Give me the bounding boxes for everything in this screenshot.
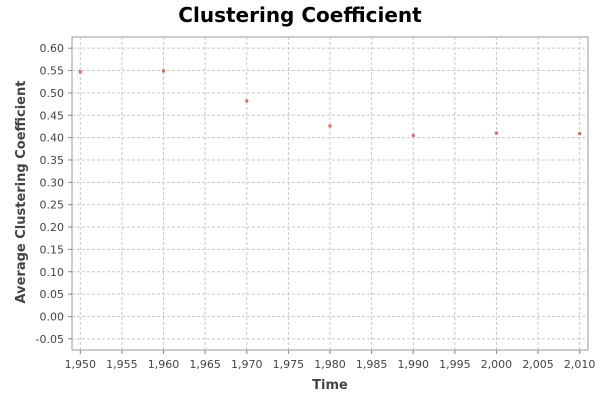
- x-tick-label: 1,970: [231, 358, 263, 371]
- data-point: [162, 69, 166, 73]
- x-tick-label: 1,985: [356, 358, 388, 371]
- y-tick-label: 0.00: [40, 310, 65, 323]
- y-tick-label: 0.25: [40, 199, 65, 212]
- x-tick-label: 1,990: [397, 358, 429, 371]
- y-tick-label: 0.15: [40, 243, 65, 256]
- data-points: [78, 69, 582, 137]
- x-tick-label: 1,960: [148, 358, 180, 371]
- x-tick-label: 1,965: [189, 358, 221, 371]
- x-tick-label: 2,010: [564, 358, 596, 371]
- y-tick-label: 0.40: [40, 132, 65, 145]
- y-tick-label: 0.05: [40, 288, 65, 301]
- y-tick-label: 0.55: [40, 65, 65, 78]
- x-tick-label: 2,000: [481, 358, 513, 371]
- y-tick-label: 0.30: [40, 176, 65, 189]
- data-point: [78, 70, 82, 74]
- data-point: [411, 133, 415, 137]
- y-tick-label: 0.35: [40, 154, 65, 167]
- y-tick-label: 0.50: [40, 87, 65, 100]
- chart-title: Clustering Coefficient: [178, 3, 422, 27]
- x-tick-label: 1,995: [439, 358, 471, 371]
- x-axis-label: Time: [312, 378, 348, 393]
- x-tick-label: 1,955: [106, 358, 138, 371]
- axis-ticks: 1,950 1,955 1,960 1,965 1,970 1,975 1,980 1,985…: [36, 42, 596, 371]
- data-point: [245, 99, 249, 103]
- data-point: [578, 132, 582, 136]
- y-axis-label: Average Clustering Coefficient: [14, 81, 29, 304]
- x-tick-label: 1,950: [65, 358, 97, 371]
- y-tick-label: -0.05: [36, 333, 64, 346]
- y-tick-label: 0.45: [40, 109, 65, 122]
- y-tick-label: 0.20: [40, 221, 65, 234]
- data-point: [328, 124, 332, 128]
- grid: [72, 37, 588, 350]
- y-tick-label: 0.60: [40, 42, 65, 55]
- x-tick-label: 1,975: [273, 358, 305, 371]
- x-tick-label: 1,980: [314, 358, 346, 371]
- y-tick-label: 0.10: [40, 266, 65, 279]
- data-point: [494, 131, 498, 135]
- x-tick-label: 2,005: [522, 358, 554, 371]
